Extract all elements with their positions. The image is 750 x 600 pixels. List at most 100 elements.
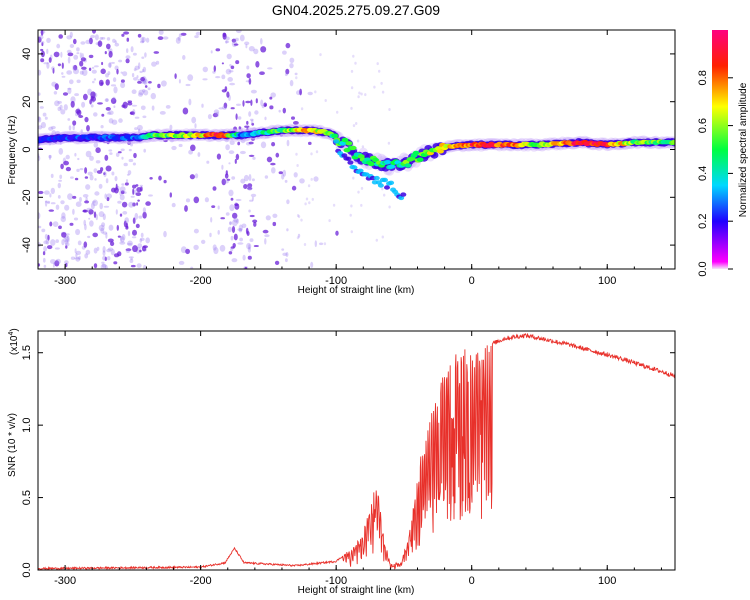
spectrogram-noise-cell [127, 170, 132, 175]
spectrogram-noise-cell [48, 154, 52, 160]
spectrogram-branch-cell [384, 185, 390, 190]
spectrogram-noise-cell [57, 182, 61, 189]
spectrogram-noise-cell [94, 178, 97, 181]
x-tick-label: 0 [469, 575, 475, 587]
spectrogram-noise-cell [131, 89, 137, 94]
spectrogram-noise-cell [101, 263, 107, 268]
spectrogram-noise-cell [138, 89, 145, 96]
spectrogram-noise-cell [54, 247, 60, 250]
spectrogram-noise-cell [260, 141, 267, 149]
spectrogram-noise-cell [238, 224, 243, 232]
spectrogram-noise-cell [120, 236, 123, 241]
spectrogram-noise-cell [46, 37, 51, 44]
spectrogram-noise-cell [73, 54, 79, 60]
spectrogram-noise-cell [247, 246, 251, 253]
spectrogram-noise-cell [89, 99, 92, 105]
spectrogram-noise-cell [195, 31, 201, 36]
spectrogram-noise-cell [132, 217, 136, 224]
spectrogram-noise-cell [222, 105, 227, 110]
spectrogram-noise-cell [249, 199, 254, 202]
spectrogram-noise-cell [81, 69, 88, 76]
spectrogram-noise-cell [207, 114, 212, 120]
spectrogram-noise-cell [253, 221, 257, 227]
spectrogram-noise-cell [120, 79, 125, 83]
spectrogram-noise-cell [114, 40, 117, 44]
spectrogram-noise-cell [235, 60, 240, 65]
spectrogram-noise-cell [40, 121, 47, 129]
spectrogram-noise-cell [121, 183, 125, 186]
spectrogram-noise-cell [159, 111, 166, 115]
spectrogram-noise-cell [248, 244, 251, 250]
spectrogram-noise-cell [332, 203, 336, 207]
spectrogram-noise-cell [52, 262, 55, 268]
spectrogram-noise-cell [132, 162, 136, 166]
spectrogram-noise-cell [204, 197, 209, 203]
spectrogram-noise-cell [65, 233, 70, 236]
spectrogram-noise-cell [229, 64, 232, 67]
spectrogram-noise-cell [237, 141, 241, 146]
spectrogram-noise-cell [213, 247, 219, 255]
spectrogram-noise-cell [234, 158, 237, 164]
spectrogram-noise-cell [129, 259, 134, 263]
spectrogram-noise-cell [79, 52, 83, 59]
spectrogram-noise-cell [233, 43, 239, 46]
spectrogram-noise-cell [97, 40, 103, 47]
spectrogram-noise-cell [128, 148, 132, 152]
spectrogram-noise-cell [40, 30, 44, 36]
spectrogram-noise-cell [75, 201, 82, 207]
spectrogram-noise-cell [350, 230, 353, 234]
spectrogram-noise-cell [85, 184, 91, 190]
spectrogram-noise-cell [171, 202, 176, 208]
spectrogram-noise-cell [249, 214, 255, 218]
spectrogram-noise-cell [38, 155, 41, 162]
spectrogram-noise-cell [246, 242, 252, 250]
spectrogram-noise-cell [360, 203, 363, 207]
spectrogram-noise-cell [350, 106, 353, 110]
spectrogram-trace-cell [412, 150, 420, 156]
spectrogram-noise-cell [102, 213, 106, 221]
spectrogram-noise-cell [95, 214, 99, 221]
spectrogram-noise-cell [90, 104, 94, 108]
spectrogram-noise-cell [63, 104, 68, 111]
spectrogram-noise-cell [101, 222, 106, 228]
spectrogram-noise-cell [295, 76, 298, 80]
spectrogram-noise-cell [110, 241, 115, 246]
colorbar-tick-label: 0.0 [697, 261, 709, 276]
spectrogram-noise-cell [161, 80, 167, 87]
spectrogram-noise-cell [93, 168, 98, 174]
spectrogram-noise-cell [67, 193, 73, 201]
spectrogram-noise-cell [136, 202, 139, 206]
spectrogram-noise-cell [99, 202, 103, 210]
spectrogram-noise-cell [250, 89, 257, 94]
spectrogram-noise-cell [358, 91, 361, 95]
spectrogram-noise-cell [378, 69, 381, 73]
spectrogram-noise-cell [55, 258, 61, 265]
spectrogram-noise-cell [133, 77, 138, 81]
spectrogram-noise-cell [60, 163, 64, 170]
spectrogram-noise-cell [319, 53, 322, 57]
spectrogram-noise-cell [53, 91, 58, 95]
spectrogram-noise-cell [228, 70, 234, 73]
spectrogram-noise-cell [134, 212, 139, 220]
y-tick-label: -40 [21, 237, 33, 253]
spectrogram-noise-cell [230, 107, 235, 110]
spectrogram-noise-cell [224, 173, 229, 179]
spectrogram-branch-cell [333, 139, 340, 144]
spectrogram-noise-cell [85, 39, 92, 45]
spectrogram-noise-cell [100, 167, 104, 172]
spectrogram-noise-cell [136, 263, 142, 268]
spectrogram-noise-cell [308, 201, 311, 205]
spectrogram-noise-cell [92, 199, 98, 207]
spectrogram-noise-cell [137, 199, 140, 202]
spectrogram-noise-cell [88, 54, 94, 59]
spectrogram-noise-cell [110, 97, 117, 104]
spectrogram-noise-cell [153, 51, 160, 54]
snr-xlabel: Height of straight line (km) [298, 585, 415, 596]
spectrogram-noise-cell [123, 31, 130, 35]
spectrogram-noise-cell [233, 217, 239, 223]
spectrogram-noise-cell [74, 152, 77, 157]
spectrogram-noise-cell [57, 195, 61, 199]
spectrogram-noise-cell [57, 63, 62, 67]
spectrogram-noise-cell [67, 56, 71, 64]
spectrogram-noise-cell [47, 234, 50, 241]
